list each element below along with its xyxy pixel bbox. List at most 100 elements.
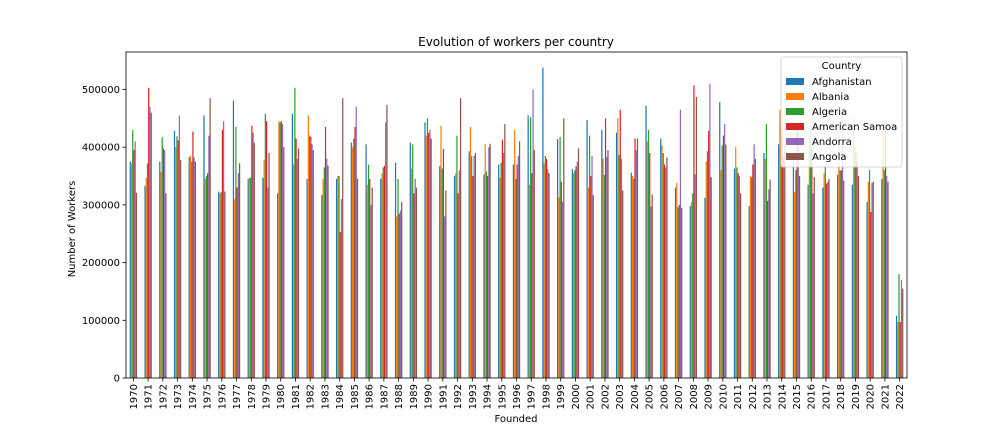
bar xyxy=(807,184,809,378)
bar xyxy=(342,98,344,378)
bar xyxy=(294,87,296,379)
y-tick-label: 300000 xyxy=(82,200,120,211)
bar xyxy=(795,170,797,378)
bar xyxy=(351,147,354,378)
bar xyxy=(854,147,856,378)
bar xyxy=(425,135,427,378)
bar xyxy=(677,207,679,378)
bar xyxy=(399,210,402,378)
bar xyxy=(660,138,662,378)
x-tick-label: 2022 xyxy=(895,384,906,409)
bar xyxy=(900,279,903,378)
bar xyxy=(708,131,710,378)
bar xyxy=(445,190,447,378)
bar xyxy=(681,207,683,378)
bar xyxy=(429,129,431,378)
bar xyxy=(738,176,740,378)
bar xyxy=(203,115,205,378)
legend-label: Andorra xyxy=(812,137,852,148)
bar xyxy=(339,232,341,378)
bar xyxy=(843,180,845,378)
bar xyxy=(617,118,619,378)
bar xyxy=(841,115,844,378)
bar xyxy=(468,151,470,378)
bar xyxy=(561,202,564,378)
bar xyxy=(350,142,352,378)
bar xyxy=(748,206,750,378)
bar xyxy=(458,170,461,378)
bar xyxy=(548,173,550,378)
x-tick-label: 1997 xyxy=(527,384,538,409)
bar xyxy=(502,152,505,378)
x-tick-label: 1985 xyxy=(350,384,361,409)
bar xyxy=(557,139,559,378)
legend-label: Afghanistan xyxy=(812,77,872,88)
series-andorra xyxy=(134,83,903,379)
bar xyxy=(753,144,755,378)
bar xyxy=(768,189,770,378)
bar xyxy=(323,167,325,378)
bar xyxy=(262,177,264,378)
bar xyxy=(542,67,544,378)
x-tick-label: 1984 xyxy=(335,384,346,409)
x-tick-label: 2013 xyxy=(763,384,774,409)
x-tick-label: 1976 xyxy=(217,384,228,409)
x-tick-label: 2021 xyxy=(880,384,891,409)
legend: Country Afghanistan Albania Algeria American… xyxy=(780,56,903,168)
bar xyxy=(150,112,152,378)
bar xyxy=(424,122,426,378)
bar xyxy=(456,135,458,378)
bar xyxy=(720,170,722,378)
bar xyxy=(312,150,314,378)
bar xyxy=(560,181,562,378)
bar xyxy=(159,161,161,378)
bar xyxy=(472,176,474,378)
bar xyxy=(769,179,771,378)
x-tick-label: 1994 xyxy=(483,384,494,409)
bar xyxy=(781,135,783,378)
bar xyxy=(695,97,698,378)
bar xyxy=(356,178,359,378)
legend-item: Afghanistan xyxy=(786,77,872,88)
bar xyxy=(401,202,403,378)
bar xyxy=(297,148,300,378)
bar xyxy=(792,158,795,378)
bar xyxy=(469,127,472,378)
bar xyxy=(704,197,706,378)
bar xyxy=(899,322,901,378)
bar xyxy=(646,141,648,378)
bar xyxy=(693,85,695,378)
bar xyxy=(234,199,236,378)
bar xyxy=(144,185,146,378)
bar xyxy=(311,144,313,378)
bar xyxy=(133,150,135,378)
bar xyxy=(811,148,813,378)
bar xyxy=(396,216,398,378)
bar xyxy=(531,173,533,378)
bar xyxy=(132,129,134,378)
bar xyxy=(798,176,801,378)
bar xyxy=(489,143,491,378)
bar xyxy=(353,138,355,378)
x-tick-label: 1977 xyxy=(232,384,243,409)
bar xyxy=(252,132,254,378)
bar xyxy=(636,138,639,378)
x-tick-label: 2001 xyxy=(586,384,597,409)
bar xyxy=(498,164,500,378)
bar xyxy=(337,176,339,378)
bar xyxy=(778,144,780,378)
bar xyxy=(218,191,220,378)
bar xyxy=(188,157,190,378)
bar xyxy=(838,132,840,378)
bar xyxy=(223,121,225,379)
bar xyxy=(173,131,176,378)
bar xyxy=(291,113,294,379)
bar xyxy=(719,102,721,378)
bar xyxy=(872,181,874,378)
bar xyxy=(236,187,238,378)
bar xyxy=(394,162,397,378)
bar xyxy=(247,178,249,378)
legend-swatch xyxy=(786,78,804,85)
bar xyxy=(827,181,829,378)
